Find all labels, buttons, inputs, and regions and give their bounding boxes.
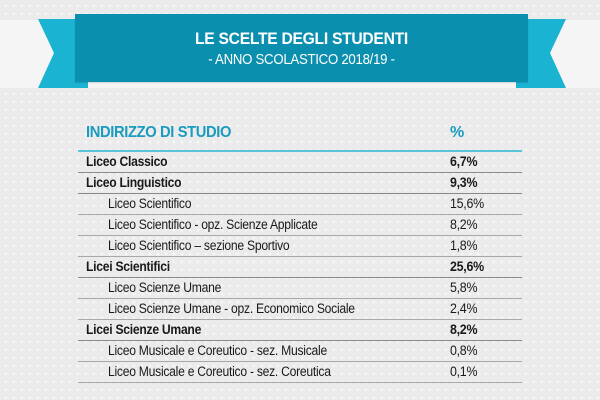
table-row: Licei Scientifici 25,6%: [78, 257, 522, 278]
row-percent: 15,6%: [450, 196, 484, 211]
table-row: Liceo Scienze Umane 5,8%: [78, 278, 522, 299]
column-header-name: INDIRIZZO DI STUDIO: [86, 124, 232, 141]
row-percent: 25,6%: [450, 259, 484, 274]
table-row: Liceo Musicale e Coreutico - sez. Musica…: [78, 341, 522, 362]
study-choices-table: INDIRIZZO DI STUDIO % Liceo Classico 6,7%…: [78, 118, 522, 383]
row-percent: 0,1%: [450, 364, 478, 379]
row-percent: 5,8%: [450, 280, 478, 295]
table-row: Liceo Scientifico 15,6%: [78, 194, 522, 215]
table-body: Liceo Classico 6,7% Liceo Linguistico 9,3% L…: [78, 152, 522, 383]
row-name: Liceo Classico: [86, 154, 168, 169]
row-percent: 0,8%: [450, 343, 478, 358]
row-name: Liceo Musicale e Coreutico - sez. Coreut…: [108, 364, 331, 379]
table-row: Liceo Scientifico – sezione Sportivo 1,8%: [78, 236, 522, 257]
row-name: Liceo Scientifico: [108, 196, 192, 211]
row-percent: 8,2%: [450, 322, 478, 337]
table-row: Licei Scienze Umane 8,2%: [78, 320, 522, 341]
title-banner: LE SCELTE DEGLI STUDENTI - ANNO SCOLASTI…: [75, 14, 528, 82]
column-header-percent: %: [450, 124, 464, 141]
table-row: Liceo Musicale e Coreutico - sez. Coreut…: [78, 362, 522, 383]
page-subtitle: - ANNO SCOLASTICO 2018/19 -: [208, 51, 395, 68]
row-percent: 9,3%: [450, 175, 478, 190]
row-name: Licei Scientifici: [86, 259, 170, 274]
row-name: Liceo Scienze Umane: [108, 280, 222, 295]
table-row: Liceo Classico 6,7%: [78, 152, 522, 173]
row-name: Licei Scienze Umane: [86, 322, 202, 337]
page-title: LE SCELTE DEGLI STUDENTI: [195, 29, 408, 48]
row-name: Liceo Scientifico - opz. Scienze Applica…: [108, 217, 318, 232]
row-percent: 2,4%: [450, 301, 478, 316]
ribbon-tail-right: [516, 19, 566, 88]
row-name: Liceo Scientifico – sezione Sportivo: [108, 238, 290, 253]
table-row: Liceo Scienze Umane - opz. Economico Soc…: [78, 299, 522, 320]
row-percent: 1,8%: [450, 238, 478, 253]
table-row: Liceo Linguistico 9,3%: [78, 173, 522, 194]
row-percent: 6,7%: [450, 154, 478, 169]
table-row: Liceo Scientifico - opz. Scienze Applica…: [78, 215, 522, 236]
table-header: INDIRIZZO DI STUDIO %: [78, 118, 522, 152]
row-name: Liceo Linguistico: [86, 175, 182, 190]
row-name: Liceo Scienze Umane - opz. Economico Soc…: [108, 301, 355, 316]
row-percent: 8,2%: [450, 217, 478, 232]
row-name: Liceo Musicale e Coreutico - sez. Musica…: [108, 343, 327, 358]
